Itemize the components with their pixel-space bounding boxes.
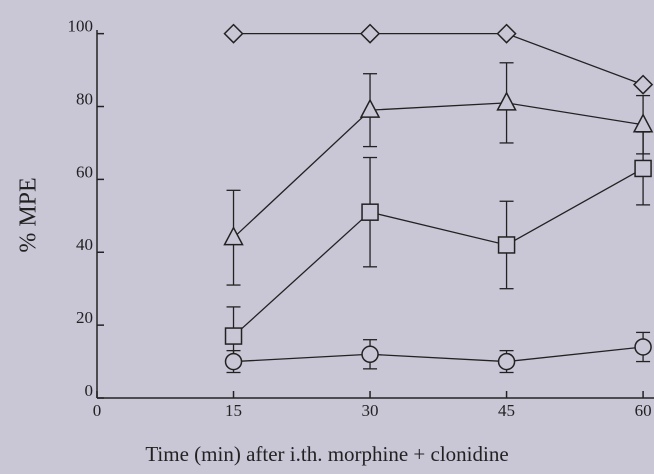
marker — [223, 23, 244, 44]
marker — [361, 203, 379, 221]
marker — [633, 74, 654, 95]
x-tick-label: 30 — [362, 401, 379, 420]
y-tick-label: 20 — [76, 308, 93, 327]
x-tick-label: 0 — [93, 401, 102, 420]
marker — [497, 352, 516, 371]
y-tick-label: 0 — [85, 381, 94, 400]
series-line — [233, 102, 644, 239]
y-tick-label: 40 — [76, 235, 93, 254]
marker — [359, 23, 381, 44]
x-axis-label: Time (min) after i.th. morphine + clonid… — [145, 442, 508, 466]
series-line — [233, 167, 644, 337]
marker — [361, 345, 379, 364]
marker — [224, 327, 243, 345]
x-tick-label: 45 — [498, 401, 515, 420]
x-tick-label: 60 — [635, 401, 652, 420]
marker — [359, 98, 381, 118]
y-tick-label: 80 — [76, 89, 93, 108]
y-tick-label: 60 — [76, 162, 93, 181]
marker — [496, 91, 517, 111]
y-tick-label: 100 — [68, 17, 94, 36]
marker — [634, 159, 652, 178]
marker — [497, 236, 516, 254]
y-axis-label: % MPE — [16, 177, 42, 252]
marker — [223, 226, 244, 246]
series-line — [233, 32, 644, 86]
marker — [634, 338, 652, 356]
marker — [224, 352, 243, 371]
marker — [496, 23, 517, 44]
x-tick-label: 15 — [225, 401, 242, 420]
series-line — [233, 346, 644, 363]
